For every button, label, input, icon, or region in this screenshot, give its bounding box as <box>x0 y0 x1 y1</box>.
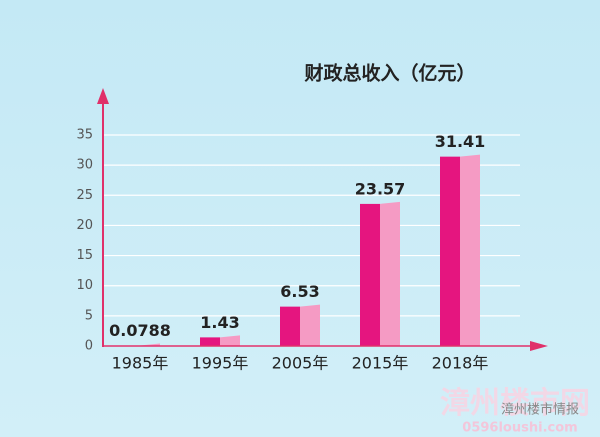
y-tick-label: 25 <box>76 188 93 203</box>
y-tick-label: 20 <box>76 218 93 233</box>
bar-side <box>460 154 480 346</box>
value-label: 31.41 <box>435 132 486 151</box>
bar-side <box>220 335 240 346</box>
x-tick-label: 2005年 <box>272 354 329 373</box>
y-tick-label: 15 <box>76 248 93 263</box>
value-label: 1.43 <box>200 313 239 332</box>
x-tick-label: 2018年 <box>432 354 489 373</box>
watermark-site: 漳州楼市网 <box>440 386 590 421</box>
y-tick-label: 10 <box>76 278 93 293</box>
bar <box>360 203 380 346</box>
value-label: 6.53 <box>280 282 319 301</box>
value-label: 23.57 <box>355 179 406 198</box>
bar <box>440 156 460 346</box>
x-tick-label: 1985年 <box>112 354 169 373</box>
x-tick-label: 2015年 <box>352 354 409 373</box>
bar <box>280 306 300 346</box>
bar-side <box>380 201 400 346</box>
bar <box>200 337 220 346</box>
y-tick-label: 5 <box>85 308 93 323</box>
watermark-url: 0596loushi.com <box>462 421 577 436</box>
y-tick-label: 30 <box>76 158 93 173</box>
plot: 0 5 10 15 20 25 30 35 1985年 0.0788 1995年 1.43 2005年 6… <box>76 128 520 373</box>
value-label: 0.0788 <box>109 321 171 340</box>
watermark-account: 漳州楼市情报 <box>501 402 579 418</box>
y-tick-label: 35 <box>76 128 93 143</box>
y-axis-arrow <box>97 88 109 104</box>
x-tick-label: 1995年 <box>192 354 249 373</box>
bar-side <box>300 304 320 346</box>
x-axis-arrow <box>530 341 548 351</box>
chart-title: 财政总收入（亿元） <box>304 62 475 85</box>
y-tick-label: 0 <box>85 339 93 354</box>
